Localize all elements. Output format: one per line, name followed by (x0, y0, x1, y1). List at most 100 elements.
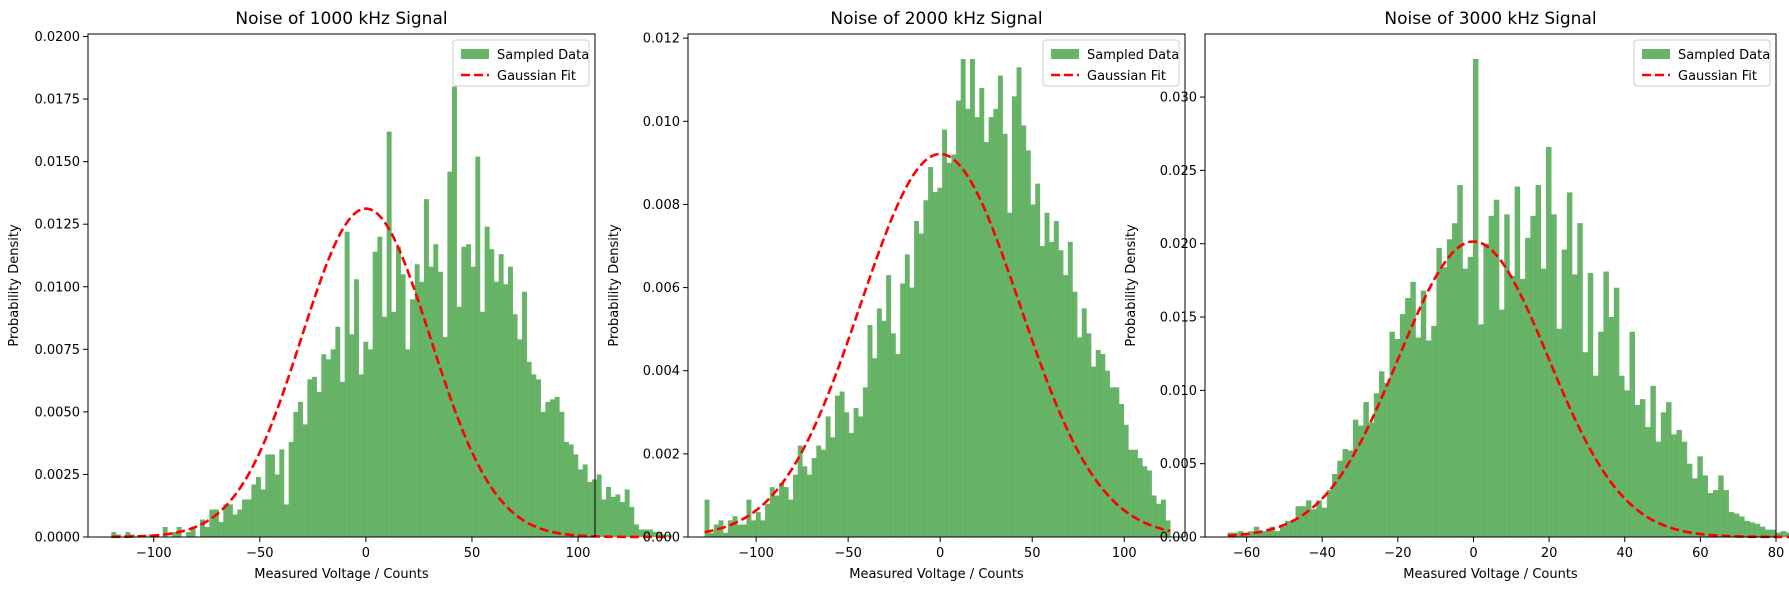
histogram-bar (368, 349, 373, 537)
x-tick-label: −40 (1309, 546, 1336, 561)
legend-label: Gaussian Fit (1087, 69, 1166, 84)
histogram-bar (1582, 352, 1589, 537)
histogram-bar (956, 100, 961, 537)
histogram-bar (1425, 340, 1432, 537)
histogram-bar (554, 396, 560, 537)
histogram-bar (1095, 349, 1101, 537)
y-tick-label: 0.0025 (35, 468, 81, 483)
histogram-bar (1373, 393, 1380, 537)
histogram-bars (704, 58, 1171, 538)
x-tick-label: 60 (1692, 546, 1709, 561)
histogram-bar (601, 499, 607, 537)
histogram-bar (111, 532, 117, 537)
histogram-bar (932, 191, 938, 537)
histogram-bar (1504, 214, 1510, 537)
histogram-bar (988, 117, 994, 537)
legend-swatch-bar (461, 49, 489, 59)
histogram-bar (1592, 375, 1599, 537)
histogram-bar (1151, 495, 1157, 537)
histogram-bar (1142, 466, 1148, 537)
histogram-bar (1077, 337, 1083, 537)
histogram-bar (1274, 531, 1281, 537)
histogram-bar (573, 454, 579, 537)
histogram-bar (1030, 204, 1036, 537)
histogram-bar (321, 354, 327, 537)
histogram-bar (638, 529, 644, 537)
histogram-bar (386, 131, 392, 537)
x-axis-label: Measured Voltage / Counts (1403, 567, 1578, 582)
histogram-bar (993, 108, 999, 537)
histogram-bar (1431, 325, 1437, 537)
histogram-bar (620, 501, 625, 537)
histogram-bar (508, 266, 513, 537)
histogram-bar (526, 361, 532, 537)
histogram-bar (1660, 412, 1667, 537)
histogram-bar (858, 416, 864, 537)
histogram-bar (1624, 390, 1630, 537)
histogram-bar (1342, 449, 1348, 537)
histogram-bar (1749, 522, 1755, 537)
histogram-bar (951, 154, 957, 538)
histogram-bar (162, 526, 168, 537)
histogram-bar (834, 395, 840, 537)
histogram-bars (111, 86, 672, 538)
histogram-bar (979, 88, 985, 537)
histogram-bar (596, 474, 602, 537)
histogram-bar (657, 532, 663, 537)
histogram-bar (1347, 450, 1354, 537)
histogram-bar (564, 441, 569, 537)
histogram-bar (895, 354, 901, 537)
histogram-bar (470, 266, 476, 537)
histogram-bar (1259, 531, 1265, 537)
histogram-bar (172, 532, 177, 537)
histogram-bar (774, 495, 780, 537)
histogram-bar (433, 244, 439, 537)
histogram-bar (769, 487, 775, 537)
histogram-bar (1577, 223, 1583, 538)
histogram-bar (330, 349, 336, 537)
histogram-bar (946, 162, 952, 537)
histogram-bar (354, 279, 359, 537)
histogram-bar (1540, 268, 1547, 537)
histogram-bar (1525, 237, 1531, 537)
histogram-bar (484, 226, 490, 537)
histogram-bar (1483, 243, 1489, 537)
histogram-bar (1394, 339, 1401, 537)
histogram-bar (1311, 509, 1317, 537)
histogram-bar (293, 411, 299, 537)
histogram-bar (1109, 387, 1115, 537)
histogram-bar (559, 411, 565, 537)
histogram-bar (1546, 146, 1552, 538)
x-tick-label: −60 (1233, 546, 1260, 561)
histogram-bar (1039, 246, 1045, 537)
y-tick-label: 0.0150 (35, 155, 81, 170)
histogram-bar (797, 445, 803, 537)
histogram-bar (1146, 470, 1152, 537)
legend: Sampled Data Gaussian Fit (452, 39, 590, 87)
histogram-bar (652, 532, 658, 537)
histogram-bar (918, 233, 924, 538)
histogram-bar (1105, 370, 1110, 537)
y-tick-label: 0.002 (643, 447, 680, 462)
histogram-bar (1326, 490, 1333, 537)
histogram-bar (974, 117, 980, 537)
histogram-bar (1452, 223, 1458, 538)
histogram-bar (1063, 275, 1069, 537)
histogram-bar (466, 244, 471, 537)
histogram-bar (793, 474, 798, 537)
histogram-bar (125, 532, 131, 537)
histogram-bar (1114, 387, 1120, 537)
histogram-bar (1058, 250, 1064, 538)
x-tick-label: 50 (464, 546, 481, 561)
histogram-bar (1744, 520, 1750, 537)
y-tick-label: 0.0100 (35, 280, 81, 295)
histogram-bar (1462, 268, 1468, 537)
legend-label: Sampled Data (1678, 48, 1770, 63)
histogram-bar (1759, 526, 1766, 537)
histogram-bar (1650, 385, 1656, 537)
histogram-bar (1718, 475, 1724, 537)
histogram-bar (1384, 383, 1390, 537)
histogram-bar (844, 412, 850, 537)
histogram-bar (1368, 422, 1375, 537)
legend-label: Gaussian Fit (497, 69, 576, 84)
